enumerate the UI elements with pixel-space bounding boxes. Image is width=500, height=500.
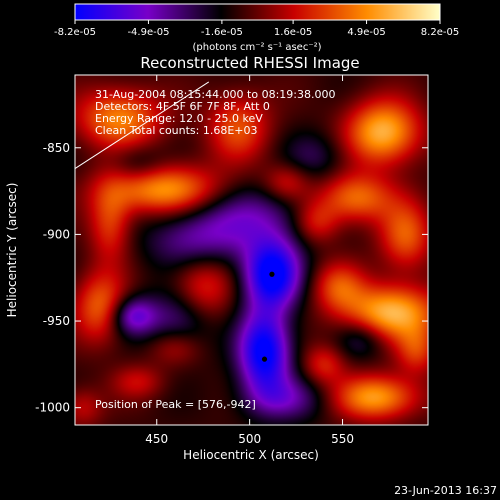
info-line-1: 31-Aug-2004 08:15:44.000 to 08:19:38.000 [95, 88, 336, 101]
y-tick-label: -950 [43, 314, 70, 328]
x-tick-label: 550 [331, 432, 354, 446]
peak-position-label: Position of Peak = [576,-942] [95, 398, 256, 411]
colorbar-ticks: -8.2e-05 -4.9e-05 -1.6e-05 1.6e-05 4.9e-05 8.… [54, 20, 459, 38]
info-block: 31-Aug-2004 08:15:44.000 to 08:19:38.000… [95, 88, 336, 137]
info-line-2: Detectors: 4F 5F 6F 7F 8F, Att 0 [95, 100, 270, 113]
peak-marker [261, 356, 268, 362]
colorbar-tick-label: -8.2e-05 [54, 27, 96, 38]
peak-marker [269, 271, 275, 277]
y-axis-label: Heliocentric Y (arcsec) [5, 183, 19, 318]
plot-area [74, 74, 429, 426]
heatmap-image [75, 75, 428, 425]
colorbar [74, 3, 441, 21]
colorbar-tick-label: -1.6e-05 [201, 27, 243, 38]
plot-frame [74, 74, 429, 426]
y-tick-label: -850 [43, 141, 70, 155]
info-line-4: Clean Total counts: 1.68E+03 [95, 124, 258, 137]
colorbar-tick-label: 1.6e-05 [274, 27, 312, 38]
x-tick-label: 450 [145, 432, 168, 446]
peak-markers [261, 271, 275, 362]
y-tick-label: -900 [43, 227, 70, 241]
colorbar-tick-label: 8.2e-05 [421, 27, 459, 38]
colorbar-unit-label: (photons cm⁻² s⁻¹ asec⁻²) [192, 42, 321, 53]
info-line-3: Energy Range: 12.0 - 25.0 keV [95, 112, 263, 125]
colorbar-tick-label: 4.9e-05 [347, 27, 385, 38]
y-tick-label: -1000 [35, 401, 70, 415]
y-axis-ticks: -850 -900 -950 -1000 [35, 141, 428, 415]
x-axis-label: Heliocentric X (arcsec) [183, 448, 319, 462]
chart-title: Reconstructed RHESSI Image [140, 54, 359, 72]
solar-limb-line [74, 81, 210, 169]
x-axis-ticks: 450 500 550 [145, 75, 354, 446]
footer-timestamp: 23-Jun-2013 16:37 [394, 484, 497, 497]
x-tick-label: 500 [238, 432, 261, 446]
colorbar-tick-label: -4.9e-05 [127, 27, 169, 38]
